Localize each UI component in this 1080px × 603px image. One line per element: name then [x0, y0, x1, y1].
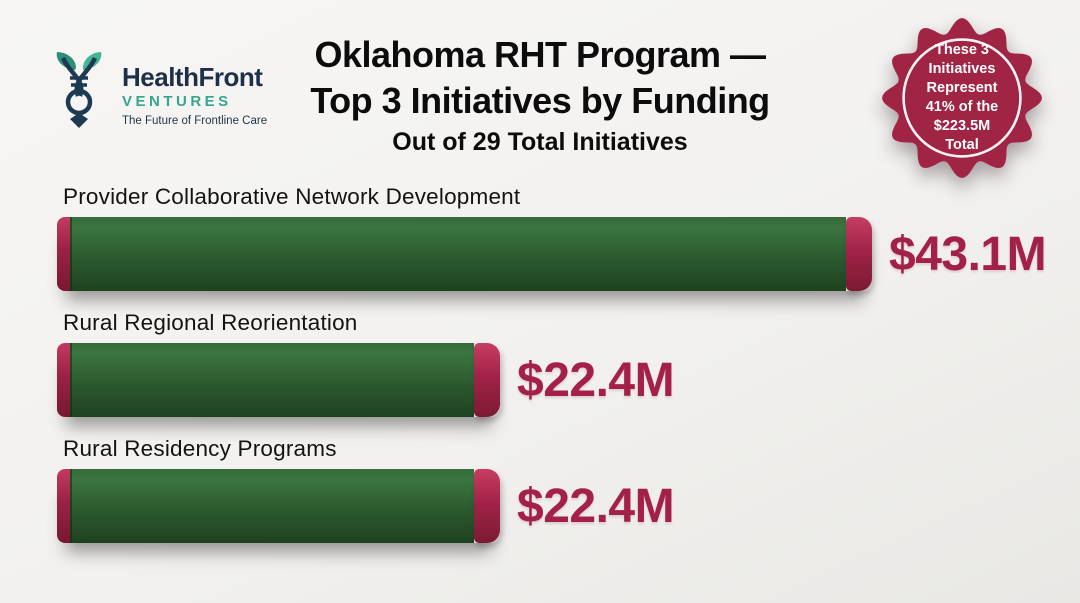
seal-badge: These 3 Initiatives Represent 41% of the… — [880, 14, 1044, 182]
bar-category-label: Provider Collaborative Network Developme… — [63, 184, 521, 209]
bar-body — [70, 469, 474, 543]
bar-category-label: Rural Regional Reorientation — [63, 310, 358, 335]
page-subtitle: Out of 29 Total Initiatives — [392, 128, 688, 157]
bar-cap-right — [474, 469, 500, 543]
bar-body — [70, 343, 474, 417]
bar-line: $43.1M — [57, 217, 1047, 291]
badge-line: Total — [945, 136, 979, 153]
bar-category-label: Rural Residency Programs — [63, 436, 337, 461]
funding-bar — [57, 343, 500, 417]
badge-line: 41% of the — [925, 99, 999, 115]
bar-row: Rural Regional Reorientation $22.4M — [57, 310, 675, 417]
funding-bar — [57, 469, 500, 543]
page-title-line2: Top 3 Initiatives by Funding — [310, 79, 770, 121]
badge-line: $223.5M — [933, 117, 991, 134]
brand-name: HealthFront — [122, 62, 263, 92]
seal-badge-icon — [882, 18, 1042, 178]
bar-cap-right — [474, 343, 500, 417]
bar-row: Rural Residency Programs $22.4M — [57, 436, 675, 543]
brand-tagline: The Future of Frontline Care — [122, 115, 268, 127]
brand-text: HealthFront VENTURES The Future of Front… — [122, 50, 267, 128]
bar-value-label: $43.1M — [889, 227, 1047, 281]
bar-cap-left — [57, 469, 70, 543]
bar-cap-right — [846, 217, 872, 291]
badge-line: Represent — [926, 80, 998, 97]
bar-value-label: $22.4M — [517, 353, 675, 407]
badge-line: Initiatives — [928, 61, 996, 78]
page-title: Oklahoma RHT Program — Top 3 Initiatives… — [180, 32, 900, 123]
bar-row: Provider Collaborative Network Developme… — [57, 184, 1047, 291]
page-title-line1: Oklahoma RHT Program — — [314, 34, 766, 75]
bar-cap-left — [57, 343, 70, 417]
bar-value-label: $22.4M — [517, 479, 675, 533]
seal-badge-text: These 3 Initiatives Represent 41% of the… — [880, 14, 1044, 182]
badge-line: These 3 — [935, 42, 989, 59]
bar-cap-left — [57, 217, 70, 291]
seal-badge-shape — [882, 18, 1042, 178]
brand-subname: VENTURES — [122, 93, 232, 110]
brand-logo: HealthFront VENTURES The Future of Front… — [50, 50, 267, 130]
bar-body — [70, 217, 846, 291]
funding-bar — [57, 217, 872, 291]
bar-line: $22.4M — [57, 343, 675, 417]
bar-line: $22.4M — [57, 469, 675, 543]
healthfront-logo-icon — [56, 52, 102, 128]
header: Oklahoma RHT Program — Top 3 Initiatives… — [180, 32, 900, 157]
